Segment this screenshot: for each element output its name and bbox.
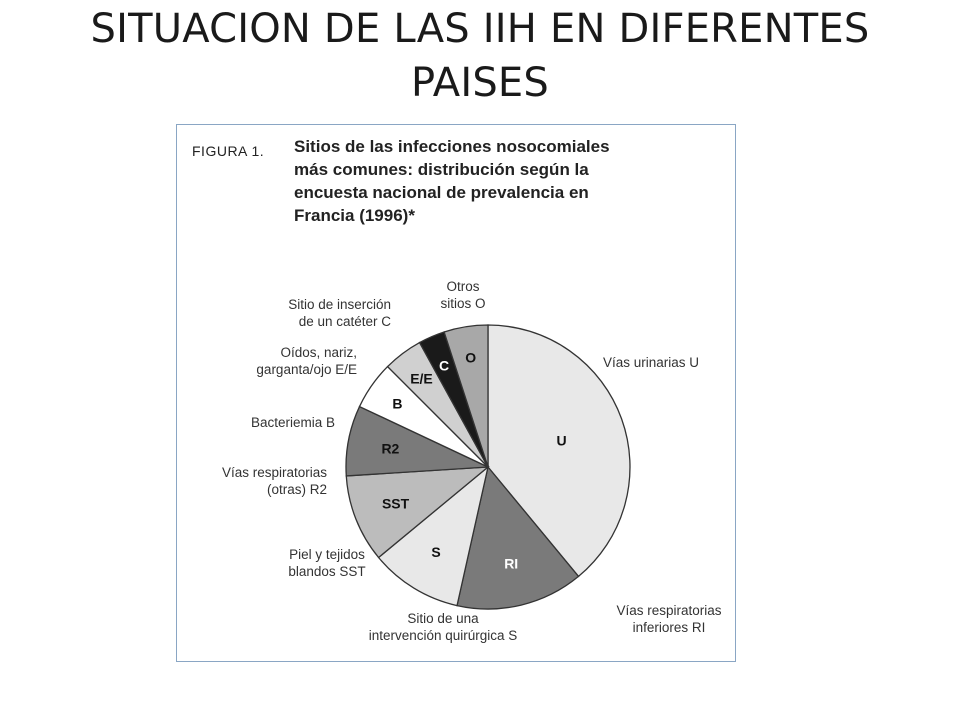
- slice-code-label: R2: [381, 440, 399, 456]
- slice-code-label: C: [439, 357, 449, 373]
- slice-description-label: Bacteriemia B: [251, 415, 335, 430]
- slide-title: SITUACION DE LAS IIH EN DIFERENTES PAISE…: [0, 2, 960, 110]
- slice-description-label: Piel y tejidos blandos SST: [288, 547, 365, 579]
- pie-chart: U Vías urinarias U RI Vías respiratorias inf…: [222, 279, 722, 643]
- pie-slice-ri: [456, 465, 580, 610]
- figure-caption: Sitios de las infecciones nosocomiales m…: [294, 135, 724, 227]
- pie-slice-sst: [345, 466, 490, 559]
- slide-title-line: SITUACION DE LAS IIH EN DIFERENTES: [90, 6, 870, 52]
- pie-slice-o: [443, 324, 489, 468]
- figure-caption-line: Francia (1996)*: [294, 206, 415, 225]
- slice-description-label: Oídos, nariz, garganta/ojo E/E: [256, 345, 357, 377]
- slice-description-label: Sitio de inserción de un catéter C: [288, 297, 391, 329]
- slice-code-label: B: [392, 395, 402, 411]
- slice-code-label: SST: [382, 496, 410, 512]
- pie-slice-u: [487, 324, 631, 578]
- slice-description-label: Vías respiratorias inferiores RI: [616, 603, 721, 635]
- figure-caption-line: más comunes: distribución según la: [294, 160, 589, 179]
- slice-code-label: S: [431, 544, 440, 560]
- slice-description-label: Otros sitios O: [440, 279, 485, 311]
- slice-code-label: U: [556, 433, 566, 449]
- pie-slice-s: [377, 465, 490, 607]
- slice-description-label: Vías respiratorias (otras) R2: [222, 465, 327, 497]
- slice-description-label: Vías urinarias U: [603, 355, 699, 370]
- figure-caption-line: encuesta nacional de prevalencia en: [294, 183, 589, 202]
- figure-label: FIGURA 1.: [192, 143, 265, 159]
- slice-description-label: Sitio de una intervención quirúrgica S: [369, 611, 518, 643]
- slice-code-label: RI: [504, 556, 518, 572]
- figure-caption-line: Sitios de las infecciones nosocomiales: [294, 137, 610, 156]
- slice-code-label: E/E: [410, 370, 433, 386]
- figure-box: FIGURA 1. Sitios de las infecciones noso…: [176, 124, 736, 662]
- slice-code-label: O: [465, 350, 476, 366]
- slide-title-line: PAISES: [411, 60, 549, 106]
